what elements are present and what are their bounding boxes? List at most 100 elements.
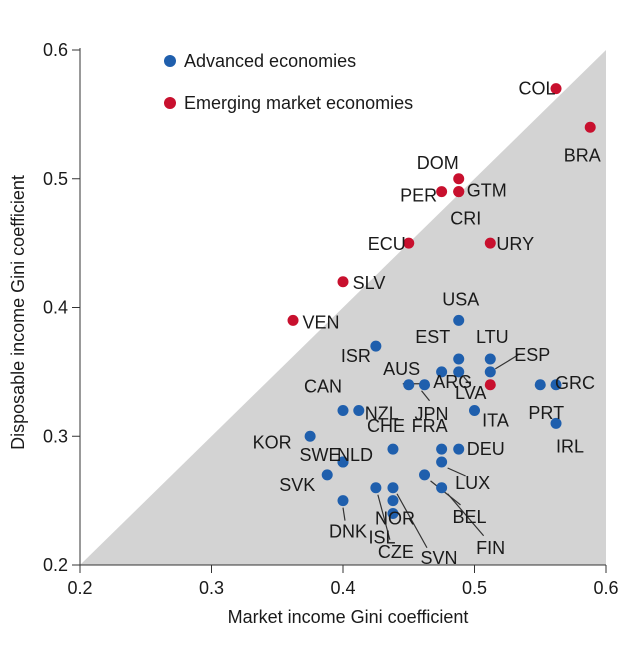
emerging-economy-point <box>287 314 299 326</box>
point-label: BEL <box>453 507 487 527</box>
advanced-economy-point <box>353 405 365 416</box>
advanced-economy-point <box>453 353 465 365</box>
advanced-economy-point <box>337 405 349 416</box>
point-label: CHE <box>367 416 405 436</box>
point-label: USA <box>442 289 479 309</box>
point-label: CAN <box>304 377 342 397</box>
point-label: BRA <box>564 145 601 165</box>
advanced-economy-point <box>419 379 431 391</box>
point-label: DNK <box>329 522 367 542</box>
advanced-economy-point <box>387 508 399 519</box>
advanced-economy-point <box>436 443 448 455</box>
advanced-economy-point <box>550 379 562 391</box>
advanced-economy-point <box>370 340 382 352</box>
emerging-economy-point <box>436 186 448 198</box>
point-label: ISL <box>368 528 395 548</box>
leader-line <box>396 493 428 549</box>
emerging-economy-point <box>584 121 596 133</box>
emerging-economy-point <box>337 276 349 288</box>
y-axis-title: Disposable income Gini coefficient <box>8 175 28 450</box>
point-label: SWE <box>299 445 340 465</box>
x-tick-label: 0.2 <box>67 578 92 598</box>
point-label: URY <box>496 234 534 254</box>
point-label: ITA <box>482 411 509 431</box>
point-label: GRC <box>555 373 595 393</box>
point-label: IRL <box>556 436 584 456</box>
point-label: VEN <box>303 312 340 332</box>
emerging-economy-point <box>484 237 496 249</box>
x-tick-label: 0.4 <box>330 578 355 598</box>
y-tick-label: 0.5 <box>43 169 68 189</box>
advanced-economy-point <box>550 417 562 429</box>
y-tick-label: 0.4 <box>43 298 68 318</box>
point-label: PRT <box>528 403 564 423</box>
point-label: ARG <box>433 372 472 392</box>
leader-line <box>494 354 519 370</box>
y-tick-label: 0.3 <box>43 426 68 446</box>
point-label: NLD <box>337 445 373 465</box>
advanced-economy-point <box>436 456 448 468</box>
point-label: LTU <box>476 327 509 347</box>
point-label: COL <box>519 79 556 99</box>
point-label: KOR <box>253 432 292 452</box>
leader-line <box>447 493 485 537</box>
emerging-economy-point <box>484 379 496 391</box>
emerging-economy-point <box>403 237 415 249</box>
point-label: AUS <box>383 359 420 379</box>
advanced-economy-point <box>304 430 316 442</box>
point-label: SVN <box>420 548 457 568</box>
point-label: GTM <box>467 181 507 201</box>
legend: Advanced economies Emerging market econom… <box>164 51 413 113</box>
point-label: LVA <box>455 383 486 403</box>
below-diagonal-shaded-region <box>80 50 606 565</box>
x-tick-label: 0.6 <box>593 578 618 598</box>
point-label: NZL <box>365 404 399 424</box>
point-label: JPN <box>415 404 449 424</box>
data-points <box>287 83 596 519</box>
advanced-economy-point <box>469 405 480 416</box>
point-label: EST <box>415 327 450 347</box>
advanced-economy-point <box>453 443 465 455</box>
x-axis-title: Market income Gini coefficient <box>228 607 469 627</box>
label-leader-lines <box>342 354 519 549</box>
emerging-legend-marker <box>164 97 176 109</box>
point-label: ESP <box>514 345 550 365</box>
advanced-economy-point <box>453 366 465 378</box>
point-label: PER <box>400 186 437 206</box>
advanced-economy-point <box>387 443 399 455</box>
advanced-legend-marker <box>164 55 176 67</box>
leader-line <box>430 480 461 506</box>
emerging-economy-point <box>550 83 562 95</box>
point-label: CZE <box>378 542 414 562</box>
advanced-economy-point <box>436 482 448 494</box>
advanced-economy-point <box>403 379 415 391</box>
y-tick-label: 0.6 <box>43 40 68 60</box>
x-tick-label: 0.5 <box>462 578 487 598</box>
advanced-economy-point <box>436 366 448 378</box>
leader-line <box>342 507 346 521</box>
legend-label: Advanced economies <box>184 51 356 71</box>
advanced-economy-point <box>484 353 496 365</box>
advanced-economy-point <box>321 469 333 481</box>
point-label: SLV <box>353 273 386 293</box>
leader-line <box>447 467 466 477</box>
point-label: ISR <box>341 346 371 366</box>
point-label: DEU <box>467 439 505 459</box>
point-label: ECU <box>368 234 406 254</box>
leader-line <box>421 390 430 402</box>
emerging-economy-point <box>453 173 465 185</box>
y-tick-label: 0.2 <box>43 555 68 575</box>
advanced-economy-point <box>484 366 496 378</box>
legend-label: Emerging market economies <box>184 93 413 113</box>
advanced-economy-point <box>453 314 465 326</box>
emerging-economy-point <box>453 186 465 198</box>
advanced-economy-point <box>337 456 349 468</box>
advanced-economy-point <box>387 482 399 494</box>
advanced-economy-point <box>370 482 382 494</box>
point-label: CRI <box>450 209 481 229</box>
point-label: LUX <box>455 473 490 493</box>
point-label: DOM <box>417 153 459 173</box>
point-label: FRA <box>412 416 448 436</box>
